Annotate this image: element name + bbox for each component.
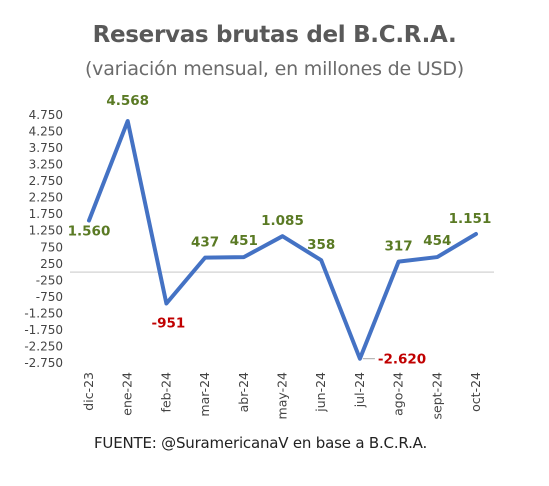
data-label: 4.568 — [106, 93, 149, 109]
y-tick-label: 1.250 — [29, 224, 63, 238]
x-tick-label: may-24 — [275, 372, 290, 419]
y-tick-label: 250 — [40, 257, 63, 271]
source-note: FUENTE: @SuramericanaV en base a B.C.R.A… — [94, 434, 428, 452]
data-label: -2.620 — [378, 352, 426, 368]
x-tick-label: ene-24 — [120, 372, 135, 416]
y-tick-label: -750 — [36, 290, 63, 304]
data-label: 358 — [307, 237, 335, 253]
data-label: 317 — [385, 239, 413, 255]
y-tick-label: 750 — [40, 240, 63, 254]
y-tick-label: -1.250 — [24, 306, 63, 320]
x-tick-label: jun-24 — [313, 372, 328, 413]
y-tick-label: -1.750 — [24, 323, 63, 337]
data-label: -951 — [152, 316, 186, 332]
y-tick-label: 2.750 — [29, 174, 63, 188]
y-tick-label: -2.750 — [24, 356, 63, 370]
data-label: 437 — [191, 235, 219, 251]
x-tick-label: jul-24 — [352, 372, 367, 408]
x-tick-label: dic-23 — [81, 372, 96, 411]
y-tick-label: -250 — [36, 273, 63, 287]
series-line — [87, 119, 478, 361]
y-tick-label: 2.250 — [29, 191, 63, 205]
y-tick-label: 4.750 — [29, 108, 63, 122]
y-tick-label: 3.250 — [29, 158, 63, 172]
data-label: 451 — [230, 233, 258, 249]
x-tick-label: sept-24 — [429, 372, 444, 420]
y-tick-label: -2.250 — [24, 339, 63, 353]
x-tick-label: abr-24 — [236, 372, 251, 412]
chart-subtitle: (variación mensual, en millones de USD) — [84, 58, 465, 80]
y-tick-label: 4.250 — [29, 125, 63, 139]
x-tick-label: oct-24 — [468, 372, 483, 412]
x-tick-label: ago-24 — [391, 372, 406, 416]
x-tick-label: feb-24 — [158, 372, 173, 412]
x-tick-label: mar-24 — [197, 372, 212, 417]
y-tick-label: 3.750 — [29, 141, 63, 155]
data-label: 1.085 — [261, 213, 304, 229]
data-label: 1.151 — [449, 211, 492, 227]
data-label: 1.560 — [68, 223, 111, 239]
y-tick-label: 1.750 — [29, 207, 63, 221]
chart-title: Reservas brutas del B.C.R.A. — [92, 22, 457, 48]
data-label: 454 — [423, 233, 451, 249]
